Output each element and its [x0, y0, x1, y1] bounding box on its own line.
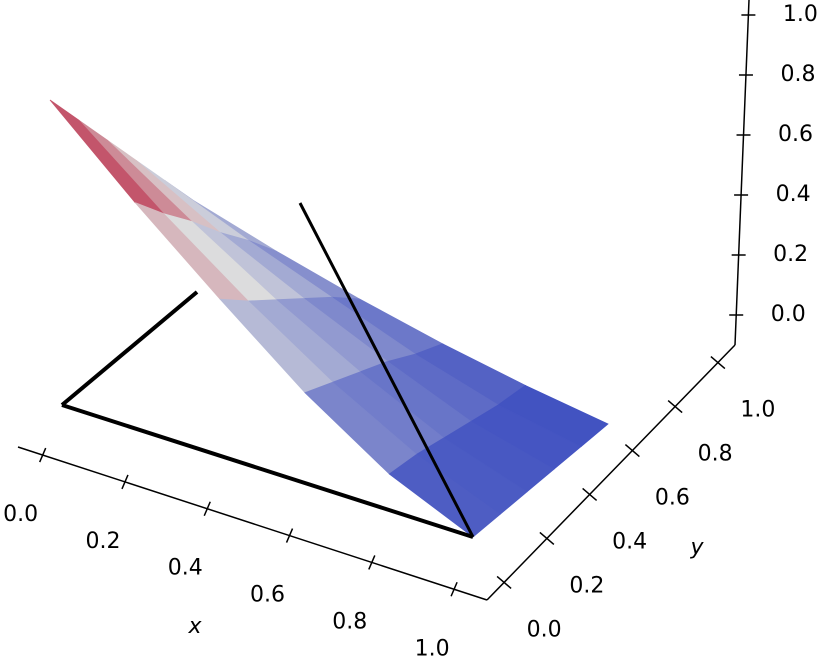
y-axis-label: y	[689, 535, 704, 560]
y-tick	[496, 575, 512, 589]
x-tick-label: 1.0	[415, 636, 450, 661]
x-tick	[121, 474, 129, 490]
x-tick	[368, 555, 376, 570]
x-tick-label: 0.6	[250, 583, 285, 608]
y-tick-label: 0.6	[655, 486, 690, 511]
surface-patch	[78, 119, 192, 222]
x-tick	[38, 447, 47, 463]
x-tick-label: 0.4	[168, 556, 203, 581]
x-tick	[203, 501, 211, 517]
surface	[49, 99, 609, 538]
y-tick	[539, 531, 555, 546]
z-tick-label: 0.2	[773, 242, 808, 267]
axes: 0.0 0.2 0.4 0.6 0.8 1.0 0.0 0.2 0.4 0.6 0.8 1.0 0.0 0…	[3, 0, 818, 661]
x-tick	[285, 528, 294, 543]
surface-patch	[388, 453, 501, 538]
x-tick-label: 0.0	[3, 502, 38, 527]
z-tick-label: 0.6	[778, 122, 813, 147]
z-tick-label: 0.0	[771, 302, 806, 327]
y-tick-label: 0.4	[612, 529, 647, 554]
x-tick-label: 0.2	[85, 529, 120, 554]
floor-edge	[60, 290, 199, 407]
z-tick-label: 0.8	[780, 62, 815, 87]
x-axis-line	[17, 446, 488, 601]
surface-edge	[298, 202, 475, 538]
surface-patch	[49, 99, 164, 214]
y-tick	[667, 399, 683, 414]
back-layer	[60, 290, 199, 407]
x-axis-label: x	[187, 614, 202, 639]
floor-edge	[61, 403, 474, 539]
y-tick-label: 0.2	[569, 573, 604, 598]
y-tick-label: 0.8	[698, 442, 733, 467]
y-tick-label: 0.0	[527, 617, 562, 642]
y-tick	[582, 487, 598, 502]
y-tick	[710, 356, 726, 370]
y-tick	[624, 443, 640, 458]
y-axis-line	[486, 344, 736, 601]
z-axis-line	[734, 0, 750, 346]
x-tick	[450, 581, 458, 597]
front-layer	[61, 202, 475, 539]
z-tick-label: 0.4	[776, 182, 811, 207]
y-tick-label: 1.0	[740, 398, 775, 423]
z-tick-label: 1.0	[783, 2, 818, 27]
x-tick-label: 0.8	[332, 609, 367, 634]
